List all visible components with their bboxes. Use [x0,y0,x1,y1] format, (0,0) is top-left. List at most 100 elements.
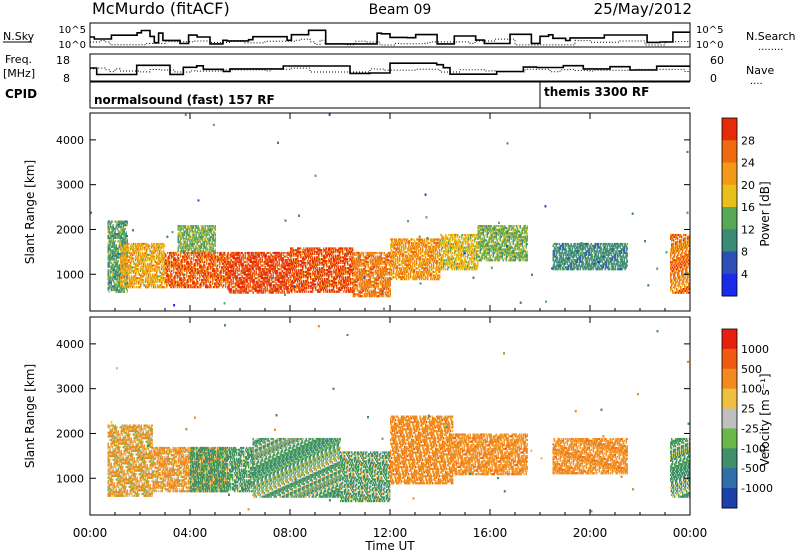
scatter-cell [175,277,176,279]
cpid-program-0: normalsound (fast) 157 RF [94,93,275,107]
scatter-cell [203,250,204,252]
cpid-program-1: themis 3300 RF [544,85,649,99]
scatter-cell [195,264,196,266]
scatter-cell [171,270,172,272]
scatter-cell [178,250,179,252]
scatter-cell [195,250,196,252]
nave-tick-top: 60 [710,54,724,67]
scatter-cell [151,286,152,288]
scatter-cell [186,275,187,277]
scatter-cell [212,282,213,284]
scatter-cell [109,291,110,293]
scatter-cell [231,291,232,293]
power-scatter [90,114,690,310]
scatter-cell [210,239,211,241]
nsearch-tick-top: 10^5 [696,25,723,36]
nsky-panel: N.Sky 10^5 10^0 10^5 10^0 N.Search .....… [3,23,796,53]
scatter-cell [182,261,183,263]
scatter-cell [201,247,202,249]
scatter-cell [127,224,128,226]
scatter-cell [188,281,189,283]
scatter-cell [327,291,328,293]
scatter-cell [285,252,286,254]
scatter-cell [367,295,368,297]
scatter-cell [217,252,218,254]
scatter-cell [211,286,212,288]
scatter-cell [193,259,194,261]
freq-tick-bottom: 8 [63,72,70,85]
scatter-cell [312,291,313,293]
scatter-cell [284,291,285,293]
scatter-cell [127,291,128,293]
scatter-cell [352,274,353,276]
scatter-cell [184,234,185,236]
scatter-cell [279,264,280,266]
scatter-cell [169,257,170,259]
scatter-cell [308,291,309,293]
scatter-cell [219,266,220,268]
scatter-cell [199,279,200,281]
scatter-cell [164,245,165,247]
scatter-cell [225,286,226,288]
scatter-cell [201,284,202,286]
scatter-cell [155,286,156,288]
scatter-cell [215,250,216,252]
scatter-cell [193,227,194,229]
scatter-cell [115,240,116,242]
scatter-cell [245,257,246,259]
scatter-cell [282,291,283,293]
scatter-cell [128,243,129,245]
scatter-cell [235,291,236,293]
scatter-cell [306,291,307,293]
nsearch-dots: ........ [758,42,783,53]
scatter-cell [215,245,216,247]
scatter-cell [204,261,205,263]
scatter-cell [167,252,168,254]
scatter-cell [112,221,113,223]
scatter-cell [125,228,126,230]
cpid-strip: CPID normalsound (fast) 157 RF themis 33… [5,82,690,108]
scatter-cell [178,254,179,256]
nsky-trace [90,30,690,44]
scatter-cell [365,252,366,254]
scatter-cell [256,273,257,275]
scatter-cell [228,254,229,256]
scatter-cell [221,272,222,274]
scatter-cell [223,284,224,286]
scatter-cell [124,291,125,293]
scatter-cell [239,270,240,272]
freq-tick-top: 18 [56,54,70,67]
scatter-cell [217,264,218,266]
scatter-cell [173,272,174,274]
cpid-label: CPID [5,87,37,101]
scatter-cell [134,286,135,288]
scatter-cell [164,286,165,288]
nsky-label: N.Sky [3,30,35,43]
scatter-cell [267,290,268,292]
scatter-cell [118,260,119,262]
scatter-cell [191,257,192,259]
freq-label-line1: Freq. [5,53,32,66]
date-title: 25/May/2012 [594,0,692,18]
scatter-cell [253,291,254,293]
scatter-cell [290,272,291,274]
scatter-cell [197,277,198,279]
freq-trace [90,63,690,74]
scatter-cell [127,235,128,237]
nsky-tick-bottom: 10^0 [59,40,86,51]
nsearch-tick-bottom: 10^0 [696,40,723,51]
scatter-cell [352,249,353,251]
scatter-cell [250,286,251,288]
scatter-cell [362,295,363,297]
scatter-cell [323,291,324,293]
scatter-cell [208,268,209,270]
scatter-cell [262,261,263,263]
scatter-cell [140,286,141,288]
scatter-cell [233,282,234,284]
scatter-cell [263,291,264,293]
beam-title: Beam 09 [369,2,432,18]
station-title: McMurdo (fitACF) [92,0,230,18]
